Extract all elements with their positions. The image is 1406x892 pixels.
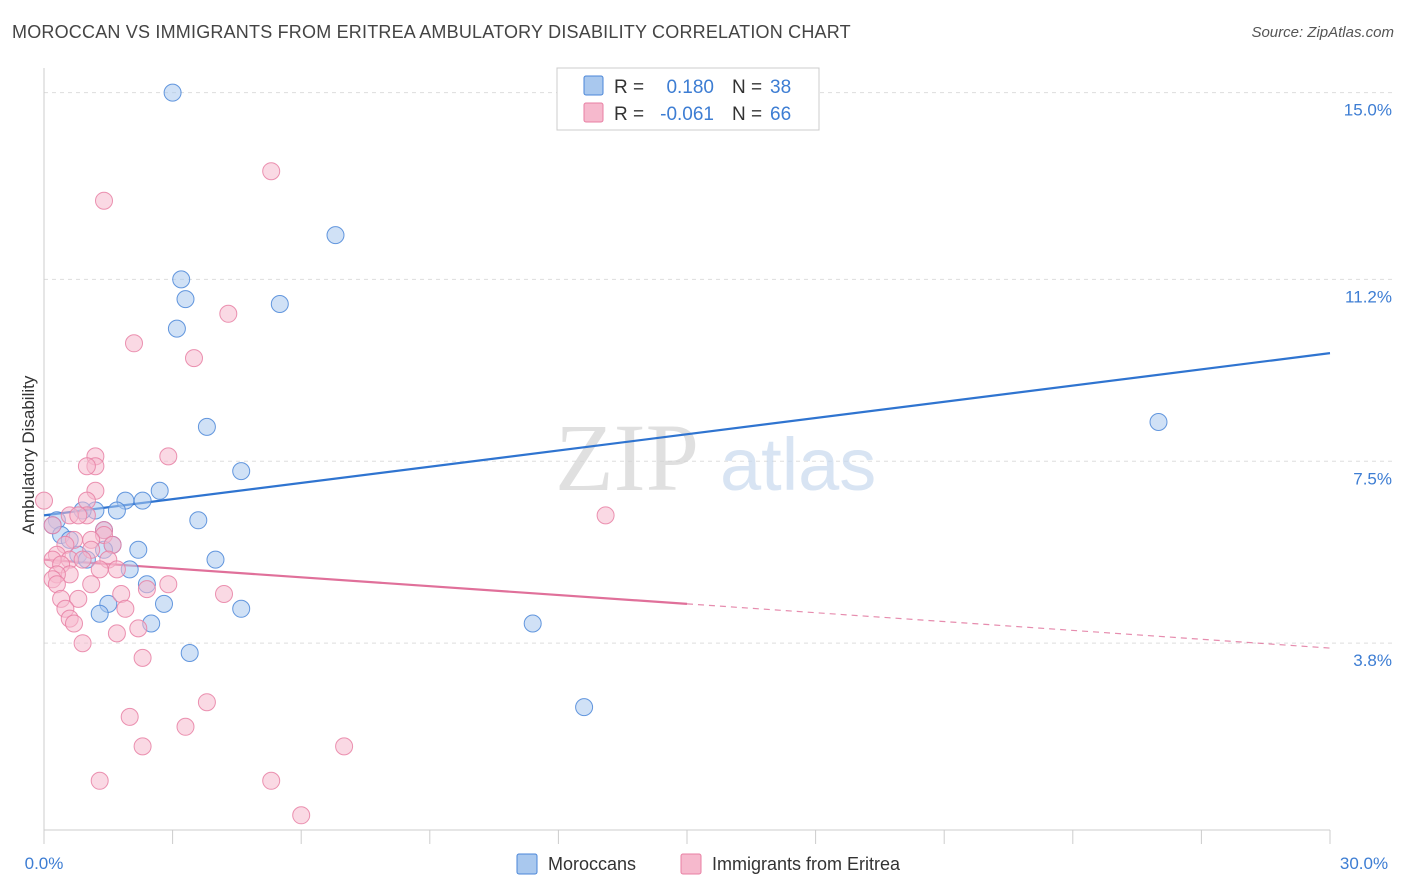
point-moroccans (180, 644, 199, 662)
point-moroccans (90, 604, 109, 623)
data-points (35, 83, 1168, 825)
point-eritrea (125, 334, 143, 353)
point-moroccans (232, 599, 251, 618)
trend-lines (43, 352, 1331, 649)
y-tick-label: 7.5% (1353, 469, 1392, 488)
correlation-legend: R = 0.180 N = 38 R = -0.061 N = 66 (556, 67, 820, 131)
watermark-atlas: atlas (720, 423, 876, 506)
legend-swatch-eritrea (583, 102, 604, 123)
point-moroccans (197, 417, 216, 436)
point-moroccans (326, 226, 345, 245)
legend-n-label-1: N = (732, 104, 762, 125)
point-eritrea (137, 580, 156, 599)
point-eritrea (176, 717, 195, 736)
series-legend-label-moroccans: Moroccans (548, 854, 636, 874)
point-eritrea (596, 506, 615, 525)
legend-r-label-1: R = (614, 104, 644, 125)
point-eritrea (43, 516, 62, 535)
legend-r-value-1: -0.061 (660, 104, 714, 125)
legend-r-value-0: 0.180 (666, 77, 714, 98)
point-moroccans (107, 501, 126, 520)
point-eritrea (335, 737, 354, 756)
point-eritrea (120, 707, 139, 726)
point-eritrea (185, 349, 203, 368)
point-moroccans (129, 540, 148, 559)
y-tick-labels: 3.8% 7.5% 11.2% 15.0% (1344, 101, 1392, 671)
trend-line-eritrea (43, 558, 688, 605)
point-moroccans (163, 83, 182, 102)
legend-swatch-moroccans (583, 75, 604, 96)
trend-line-extension-eritrea (686, 603, 1331, 649)
point-eritrea (82, 575, 101, 594)
point-moroccans (232, 462, 251, 481)
point-eritrea (112, 585, 131, 603)
point-eritrea (77, 457, 96, 476)
point-moroccans (155, 594, 173, 613)
watermark: ZIP atlas (555, 404, 876, 511)
point-eritrea (116, 599, 135, 618)
axes (43, 68, 1331, 844)
point-eritrea (159, 575, 178, 594)
point-eritrea (90, 560, 109, 579)
legend-n-value-1: 66 (770, 104, 791, 125)
point-eritrea (262, 771, 281, 790)
point-moroccans (172, 270, 191, 289)
point-eritrea (129, 619, 148, 638)
x-tick-labels: 0.0% 30.0% (25, 854, 1388, 873)
point-moroccans (1149, 413, 1168, 431)
point-eritrea (107, 624, 126, 643)
point-moroccans (189, 511, 208, 530)
point-eritrea (73, 634, 92, 653)
point-moroccans (133, 491, 152, 510)
point-eritrea (107, 560, 126, 579)
series-legend-label-eritrea: Immigrants from Eritrea (712, 854, 901, 874)
y-tick-label: 3.8% (1353, 651, 1392, 670)
x-tick-label-min: 0.0% (25, 854, 64, 873)
x-tick-label-max: 30.0% (1340, 854, 1388, 873)
point-moroccans (523, 614, 542, 633)
point-eritrea (35, 491, 53, 510)
point-eritrea (219, 304, 238, 323)
point-eritrea (90, 771, 109, 790)
legend-n-value-0: 38 (770, 77, 791, 98)
legend-r-label-0: R = (614, 77, 644, 98)
point-moroccans (270, 295, 289, 313)
series-legend-swatch-eritrea (680, 853, 702, 875)
point-eritrea (95, 191, 113, 210)
trend-line-moroccans (43, 352, 1331, 517)
point-eritrea (159, 447, 178, 466)
point-eritrea (133, 648, 152, 667)
point-moroccans (176, 290, 195, 309)
point-eritrea (262, 162, 281, 181)
point-eritrea (215, 585, 233, 603)
watermark-zip: ZIP (555, 404, 699, 511)
y-tick-label: 11.2% (1345, 287, 1392, 306)
point-moroccans (206, 550, 225, 569)
point-eritrea (133, 737, 152, 756)
point-moroccans (150, 481, 169, 500)
point-eritrea (69, 589, 88, 608)
point-moroccans (575, 698, 594, 717)
chart-source: Source: ZipAtlas.com (1251, 24, 1394, 41)
point-eritrea (69, 506, 88, 525)
y-tick-label: 15.0% (1344, 101, 1392, 120)
point-moroccans (167, 319, 186, 338)
point-eritrea (73, 550, 92, 569)
legend-n-label-0: N = (732, 77, 762, 98)
point-eritrea (197, 693, 216, 712)
chart-title: MOROCCAN VS IMMIGRANTS FROM ERITREA AMBU… (12, 22, 851, 42)
grid-lines (44, 92, 1392, 644)
series-legend: Moroccans Immigrants from Eritrea (516, 853, 901, 875)
point-eritrea (292, 806, 311, 825)
point-eritrea (65, 614, 83, 633)
y-axis-title: Ambulatory Disability (19, 375, 38, 534)
series-legend-swatch-moroccans (516, 853, 538, 875)
